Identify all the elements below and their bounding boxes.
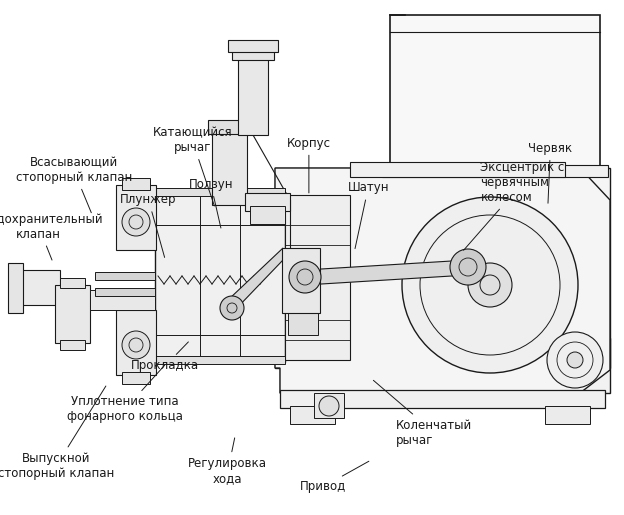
- Circle shape: [319, 396, 339, 416]
- Circle shape: [450, 249, 486, 285]
- Bar: [280, 390, 605, 408]
- Text: Плунжер: Плунжер: [120, 193, 177, 258]
- Bar: [60, 278, 85, 288]
- Text: Корпус: Корпус: [287, 136, 331, 193]
- Polygon shape: [228, 248, 283, 310]
- Bar: [95, 272, 155, 280]
- Bar: [55, 285, 90, 343]
- Bar: [314, 393, 344, 418]
- Text: Червяк: Червяк: [529, 142, 572, 203]
- Bar: [350, 162, 565, 177]
- Bar: [116, 185, 156, 250]
- Bar: [155, 188, 285, 196]
- Bar: [60, 340, 85, 350]
- Bar: [275, 168, 610, 368]
- Text: Регулировка
хода: Регулировка хода: [188, 438, 267, 485]
- Bar: [280, 338, 610, 393]
- Text: Прокладка: Прокладка: [131, 342, 200, 372]
- Bar: [228, 40, 278, 52]
- Text: Выпускной
стопорный клапан: Выпускной стопорный клапан: [0, 386, 114, 480]
- Bar: [122, 372, 150, 384]
- Bar: [390, 15, 600, 170]
- Bar: [245, 193, 290, 211]
- Bar: [285, 195, 350, 360]
- Circle shape: [567, 352, 583, 368]
- Bar: [288, 310, 318, 335]
- Text: Коленчатый
рычаг: Коленчатый рычаг: [373, 381, 472, 447]
- Bar: [282, 248, 320, 313]
- Polygon shape: [275, 168, 610, 393]
- Circle shape: [289, 261, 321, 293]
- Bar: [8, 263, 23, 313]
- Bar: [290, 406, 335, 424]
- Text: Предохранительный
клапан: Предохранительный клапан: [0, 213, 104, 260]
- Bar: [250, 206, 285, 224]
- Bar: [122, 178, 150, 190]
- Text: Всасывающий
стопорный клапан: Всасывающий стопорный клапан: [16, 156, 132, 213]
- Bar: [90, 290, 155, 310]
- Text: Привод: Привод: [300, 461, 369, 493]
- Bar: [155, 192, 285, 362]
- Bar: [95, 288, 155, 296]
- Polygon shape: [305, 260, 468, 285]
- Bar: [208, 120, 251, 134]
- Text: Шатун: Шатун: [348, 181, 389, 249]
- Bar: [155, 356, 285, 364]
- Circle shape: [122, 331, 150, 359]
- Circle shape: [547, 332, 603, 388]
- Bar: [212, 130, 247, 205]
- Text: Эксцентрик с
червячным
колесом: Эксцентрик с червячным колесом: [464, 161, 565, 250]
- Text: Уплотнение типа
фонарного кольца: Уплотнение типа фонарного кольца: [67, 365, 183, 423]
- Bar: [545, 406, 590, 424]
- Bar: [238, 55, 268, 135]
- Circle shape: [122, 208, 150, 236]
- Bar: [382, 165, 608, 177]
- Circle shape: [402, 197, 578, 373]
- Text: Ползун: Ползун: [188, 178, 233, 228]
- Bar: [15, 270, 60, 305]
- Text: Катающийся
рычаг: Катающийся рычаг: [152, 126, 232, 206]
- Circle shape: [468, 263, 512, 307]
- Bar: [232, 50, 274, 60]
- Circle shape: [220, 296, 244, 320]
- Bar: [116, 310, 156, 375]
